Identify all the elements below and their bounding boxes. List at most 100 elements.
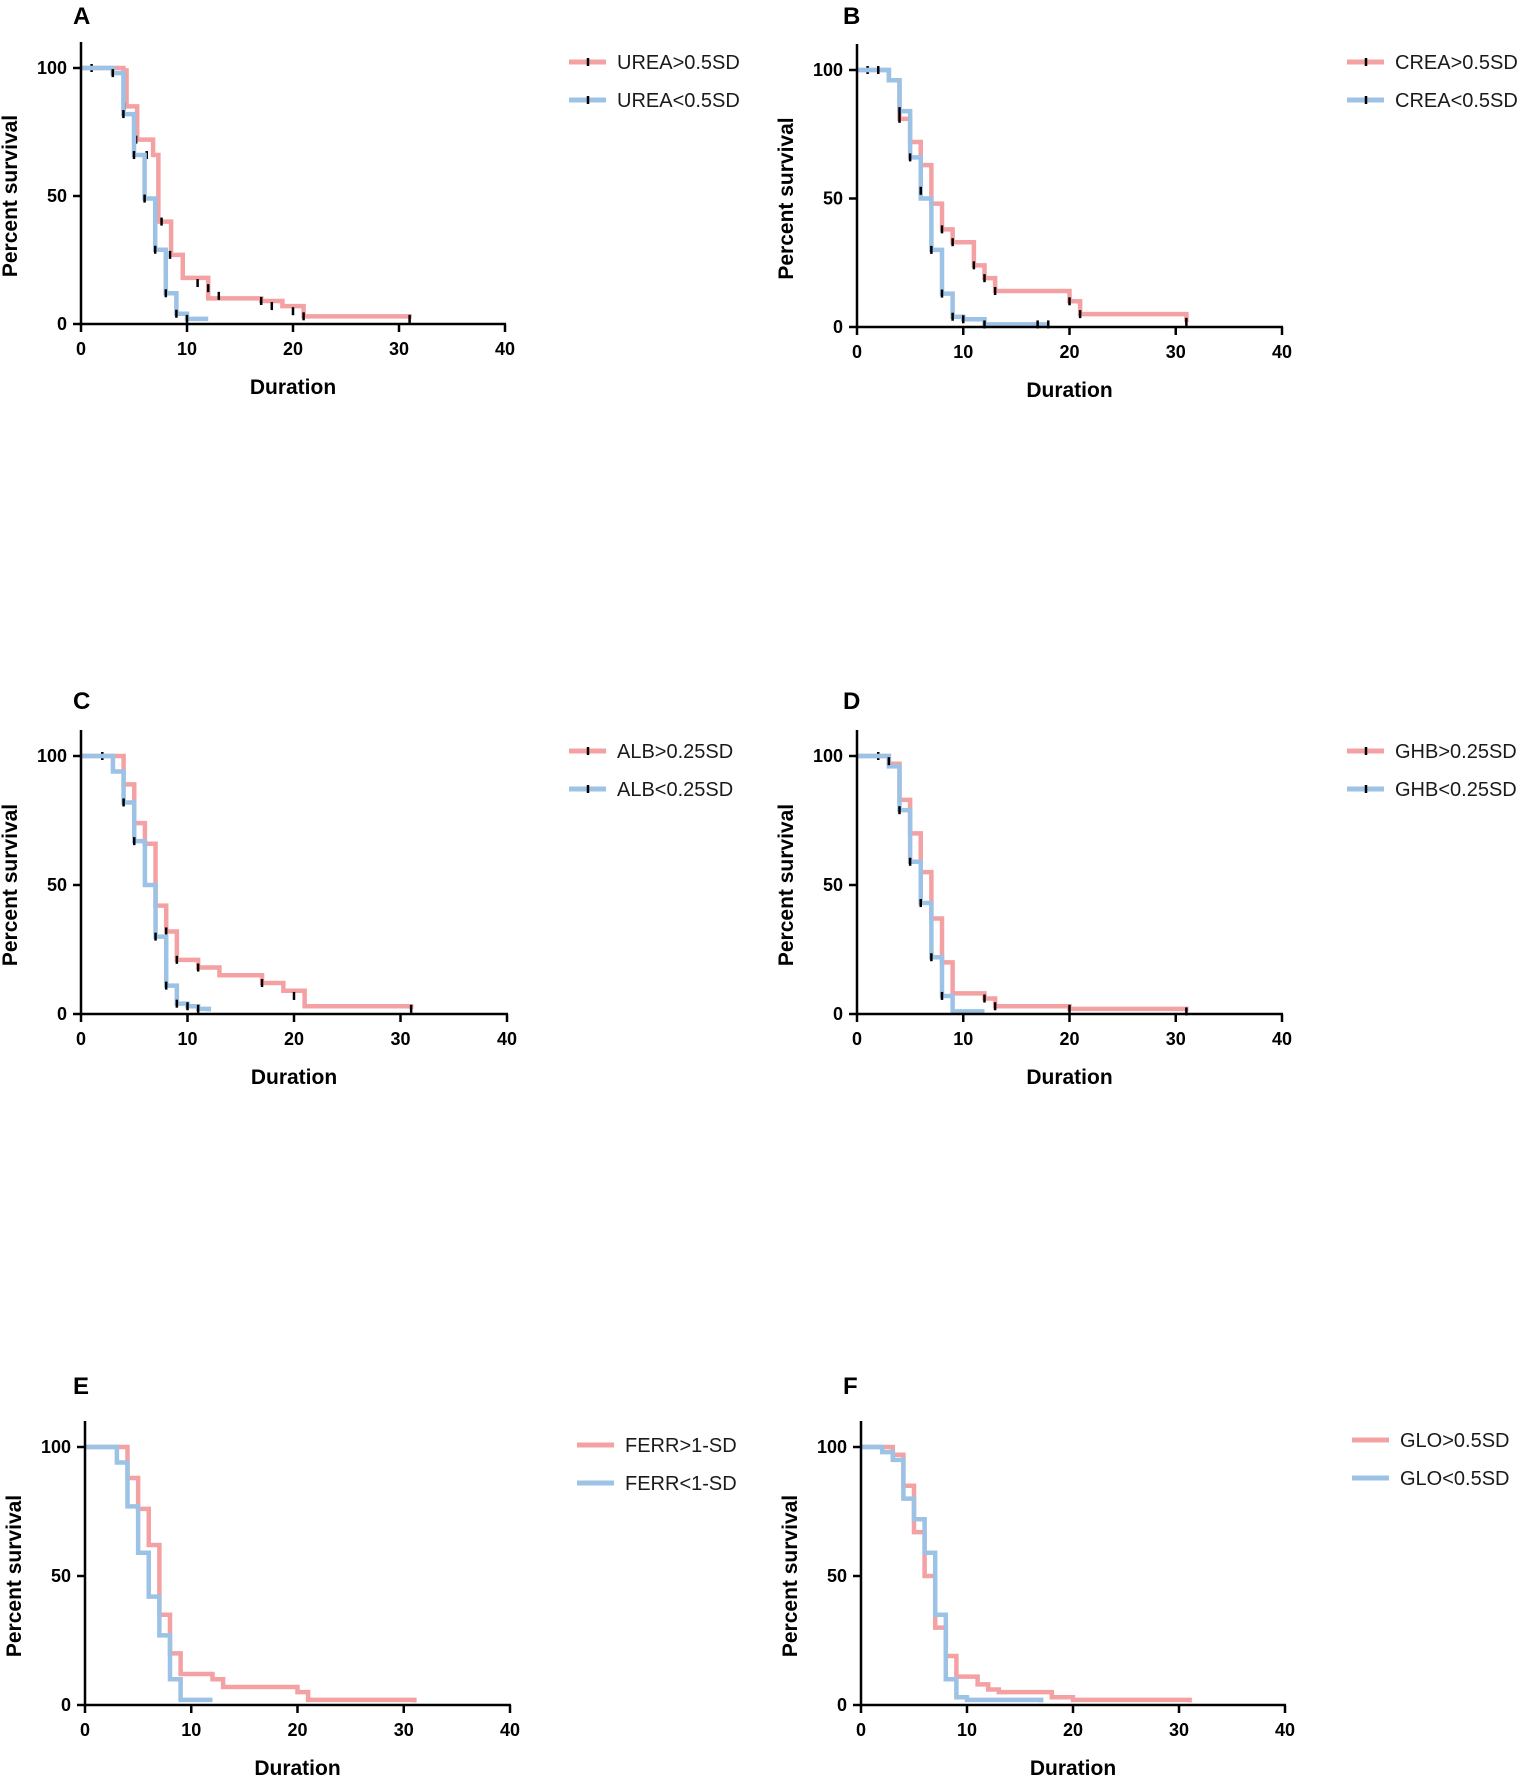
legend-label: GHB<0.25SD [1395,779,1517,801]
legend-label: UREA<0.5SD [617,90,740,112]
series-line-low [85,1444,213,1703]
legend-item-high: ALB>0.25SD [569,741,733,763]
y-tick-label: 50 [51,1566,71,1586]
panel-b: B 0 10 20 30 40 0 50 100 Duration Percent survival… [775,3,1518,402]
panel-e: E 0 10 20 30 40 0 50 100 Duration Percent survival… [3,1373,737,1779]
y-tick-label: 0 [57,1004,67,1024]
x-tick-label: 10 [953,342,973,362]
y-tick-label: 50 [47,875,67,895]
x-axis-title: Duration [250,376,336,399]
x-axis-title: Duration [254,1757,340,1779]
legend-item-high: GLO>0.5SD [1352,1430,1510,1452]
x-tick-label: 0 [852,1029,862,1049]
y-axis-title: Percent survival [775,117,798,279]
x-tick-label: 30 [394,1720,414,1740]
series-line-low [81,753,212,1012]
y-axis-title: Percent survival [779,1495,802,1657]
y-tick-label: 100 [813,746,843,766]
panel-label: B [843,3,860,30]
x-tick-label: 0 [852,342,862,362]
panel-f: F 0 10 20 30 40 0 50 100 Duration Percent survival… [779,1373,1510,1779]
x-axis-title: Duration [1026,1066,1112,1089]
legend-item-high: FERR>1-SD [577,1435,737,1457]
x-tick-label: 20 [284,1029,304,1049]
y-tick-label: 0 [833,1004,843,1024]
x-tick-label: 30 [389,339,409,359]
x-tick-label: 40 [495,339,515,359]
y-tick-label: 100 [37,58,67,78]
y-axis-title: Percent survival [775,804,798,966]
panel-label: C [73,688,90,715]
y-tick-label: 50 [827,1566,847,1586]
legend-item-low: GHB<0.25SD [1347,779,1517,801]
x-tick-label: 0 [80,1720,90,1740]
x-tick-label: 10 [957,1720,977,1740]
panel-label: D [843,688,860,715]
y-tick-label: 100 [41,1437,71,1457]
x-tick-label: 0 [856,1720,866,1740]
panel-label: A [73,3,90,30]
panel-label: F [843,1373,858,1400]
panel-c: C 0 10 20 30 40 0 50 100 Duration Percent survival… [0,688,733,1089]
x-tick-label: 10 [177,1029,197,1049]
x-tick-label: 40 [497,1029,517,1049]
y-tick-label: 100 [813,60,843,80]
legend-label: GLO<0.5SD [1400,1468,1510,1490]
y-tick-label: 50 [47,186,67,206]
x-tick-label: 40 [1275,1720,1295,1740]
y-axis-title: Percent survival [3,1495,26,1657]
y-tick-label: 0 [833,317,843,337]
series-line-low [857,67,1049,327]
x-tick-label: 40 [1272,342,1292,362]
y-tick-label: 50 [823,875,843,895]
legend-label: ALB<0.25SD [617,779,733,801]
x-tick-label: 30 [390,1029,410,1049]
x-tick-label: 0 [76,339,86,359]
legend-label: CREA>0.5SD [1395,52,1518,74]
panel-label: E [73,1373,89,1400]
legend-item-low: CREA<0.5SD [1347,90,1518,112]
series-line-high [85,1444,417,1703]
series-line-high [81,65,412,319]
y-axis-title: Percent survival [0,115,22,277]
x-tick-label: 30 [1166,342,1186,362]
x-tick-label: 10 [181,1720,201,1740]
legend-item-low: GLO<0.5SD [1352,1468,1510,1490]
x-tick-label: 10 [177,339,197,359]
x-axis-title: Duration [251,1066,337,1089]
x-tick-label: 30 [1166,1029,1186,1049]
panel-a: A 0 10 20 30 40 0 50 100 Duration Percent survival… [0,3,740,399]
x-tick-label: 20 [1059,1029,1079,1049]
legend-label: GHB>0.25SD [1395,741,1517,763]
legend-label: FERR>1-SD [625,1435,737,1457]
x-tick-label: 40 [500,1720,520,1740]
x-tick-label: 30 [1169,1720,1189,1740]
x-tick-label: 10 [953,1029,973,1049]
y-tick-label: 100 [37,746,67,766]
legend-item-low: UREA<0.5SD [569,90,740,112]
x-tick-label: 20 [1063,1720,1083,1740]
series-line-low [81,65,209,322]
x-tick-label: 20 [287,1720,307,1740]
series-line-high [861,1444,1192,1703]
legend-item-high: CREA>0.5SD [1347,52,1518,74]
legend-label: ALB>0.25SD [617,741,733,763]
legend-label: CREA<0.5SD [1395,90,1518,112]
y-tick-label: 50 [823,189,843,209]
series-line-low [861,1444,1044,1703]
y-axis-title: Percent survival [0,804,22,966]
y-tick-label: 100 [817,1437,847,1457]
legend-item-low: ALB<0.25SD [569,779,733,801]
legend-label: GLO>0.5SD [1400,1430,1510,1452]
x-tick-label: 20 [1059,342,1079,362]
legend-item-high: GHB>0.25SD [1347,741,1517,763]
panel-d: D 0 10 20 30 40 0 50 100 Duration Percent survival… [775,688,1517,1089]
y-tick-label: 0 [837,1695,847,1715]
legend-item-high: UREA>0.5SD [569,52,740,74]
x-tick-label: 20 [283,339,303,359]
legend-label: FERR<1-SD [625,1473,737,1495]
series-line-high [857,67,1189,322]
y-tick-label: 0 [57,314,67,334]
x-axis-title: Duration [1030,1757,1116,1779]
series-line-high [857,753,1189,1012]
